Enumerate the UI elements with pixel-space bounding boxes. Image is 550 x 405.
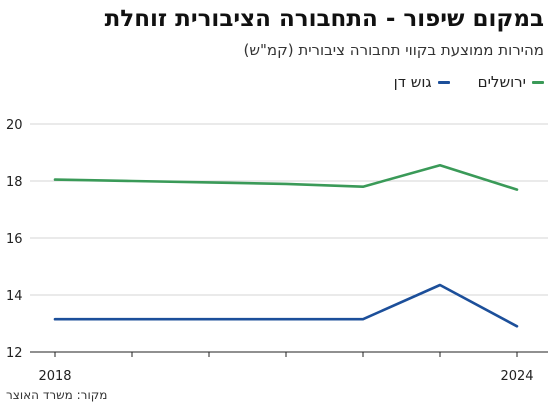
legend-label-gush-dan: גוש דן [393, 73, 432, 91]
y-tick-label-20: 20 [6, 118, 23, 133]
y-tick-label-12: 12 [6, 346, 23, 361]
chart-title: במקום שיפור - התחבורה הציבורית זוחלת [104, 6, 544, 32]
source-note: מקור: משרד האוצר [6, 388, 108, 402]
legend: ירושלים גוש דן [394, 73, 544, 91]
x-tick-label-2018: 2018 [38, 369, 71, 384]
legend-label-jerusalem: ירושלים [477, 73, 526, 91]
y-tick-label-14: 14 [6, 289, 23, 304]
y-tick-label-16: 16 [6, 232, 23, 247]
legend-swatch-jerusalem [532, 80, 544, 84]
series-line-jerusalem [53, 164, 519, 191]
chart-subtitle: מהירות ממוצעת בקווי תחבורה ציבורית (קמ"ש… [243, 41, 544, 59]
legend-item-gush-dan: גוש דן [394, 73, 450, 91]
x-tick-label-2024: 2024 [500, 369, 533, 384]
legend-swatch-gush-dan [437, 80, 450, 84]
y-tick-label-18: 18 [6, 175, 23, 190]
series-line-gush-dan [53, 283, 519, 328]
legend-item-jerusalem: ירושלים [478, 73, 544, 91]
